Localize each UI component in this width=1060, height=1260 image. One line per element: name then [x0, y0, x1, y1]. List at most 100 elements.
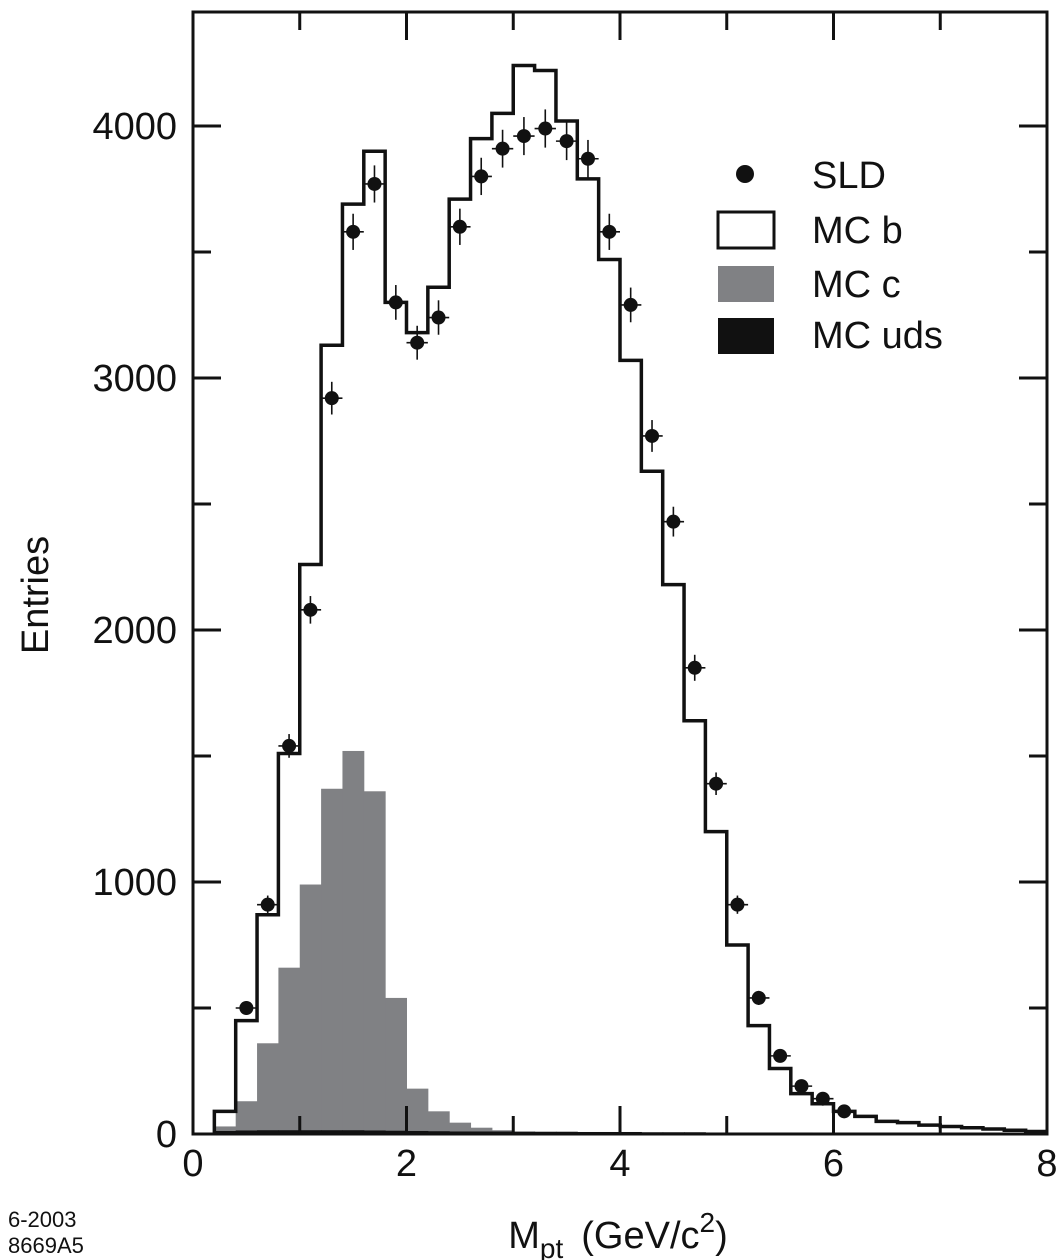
- sld-marker: [730, 897, 745, 912]
- sld-data-point: [299, 596, 322, 624]
- mc-c-bar: [406, 1088, 429, 1134]
- sld-data-point: [363, 165, 386, 203]
- sld-marker: [516, 129, 531, 144]
- sld-data-point: [235, 1001, 258, 1015]
- x-axis-label-unit-sup: 2: [700, 1207, 716, 1238]
- sld-data-point: [427, 300, 450, 335]
- sld-marker: [773, 1048, 788, 1063]
- mc-c-bar: [214, 1126, 237, 1134]
- mc-c-bar: [278, 967, 301, 1134]
- sld-data-point: [684, 654, 706, 681]
- legend-sld-label: SLD: [812, 155, 886, 197]
- mc-c-bar: [235, 1101, 258, 1134]
- sld-data-point: [321, 381, 343, 415]
- x-axis-label-unit: (GeV/c: [581, 1215, 699, 1257]
- mc-uds-bar: [342, 1130, 365, 1134]
- sld-data-point: [790, 1079, 813, 1094]
- mc-c-bar: [363, 791, 386, 1134]
- sld-marker: [239, 1001, 254, 1015]
- y-tick-label: 0: [156, 1114, 177, 1156]
- mc-uds-bar: [278, 1130, 301, 1134]
- sld-marker: [794, 1079, 809, 1094]
- sld-data-point: [257, 895, 279, 914]
- legend-mc-uds-swatch: [718, 318, 774, 354]
- x-tick-label: 2: [396, 1143, 417, 1185]
- sld-data-point: [406, 325, 428, 360]
- y-tick-label: 2000: [92, 610, 177, 652]
- sld-data-point: [534, 109, 556, 148]
- legend: SLD MC b MC c MC uds: [716, 155, 943, 357]
- x-tick-label: 0: [182, 1143, 203, 1185]
- legend-mc-b-swatch: [716, 210, 776, 250]
- sld-data-point: [342, 213, 364, 250]
- sld-marker: [388, 295, 403, 310]
- sld-data-point: [726, 895, 749, 914]
- sld-marker: [645, 428, 660, 443]
- tick-layer: 0 2 4 6 8 0 1000 2000 3000 4000: [92, 12, 1058, 1185]
- sld-marker: [431, 310, 446, 325]
- sld-marker: [538, 121, 553, 136]
- legend-mc-b-label: MC b: [812, 210, 903, 252]
- sld-marker: [282, 738, 297, 753]
- sld-data-point: [449, 208, 471, 245]
- sld-data-point: [769, 1048, 791, 1063]
- mc-uds-bar: [299, 1130, 322, 1134]
- y-axis-label: Entries: [15, 536, 57, 654]
- sld-marker: [687, 660, 702, 675]
- sld-marker: [559, 134, 574, 149]
- mc-c-bar: [427, 1111, 450, 1134]
- sld-marker: [474, 169, 489, 184]
- sld-marker: [666, 514, 681, 529]
- mc-c-bar: [385, 997, 407, 1134]
- sld-marker: [367, 176, 382, 191]
- mc-c-bar: [470, 1127, 493, 1134]
- x-tick-label: 6: [823, 1143, 844, 1185]
- sld-data-point: [470, 157, 492, 196]
- sld-marker: [580, 151, 595, 166]
- mc-uds-bar: [257, 1130, 279, 1134]
- legend-mc-c-label: MC c: [812, 264, 901, 306]
- sld-marker: [495, 141, 510, 156]
- mc-uds-bar: [321, 1130, 343, 1134]
- mc-c-bar: [257, 1043, 279, 1134]
- step-layer: [212, 63, 1047, 1134]
- y-tick-label: 1000: [92, 862, 177, 904]
- mc-uds-bar: [235, 1130, 258, 1134]
- x-tick-label: 4: [609, 1143, 630, 1185]
- sld-data-point: [598, 213, 620, 250]
- sld-data-point: [385, 285, 407, 320]
- sld-data-point: [491, 129, 514, 168]
- x-axis-label-unit-close: ): [715, 1215, 728, 1257]
- sld-data-point: [662, 506, 685, 537]
- sld-marker: [260, 897, 275, 912]
- mc-c-bar: [449, 1122, 472, 1134]
- y-tick-label: 4000: [92, 106, 177, 148]
- sld-data-point: [833, 1104, 855, 1119]
- legend-sld-marker: [736, 165, 754, 183]
- sld-marker: [623, 297, 638, 312]
- x-axis-label: Mpt (GeV/c2): [508, 1207, 728, 1260]
- sld-data-point: [513, 117, 535, 156]
- sld-marker: [346, 224, 361, 239]
- point-layer: [235, 109, 855, 1119]
- mc-uds-bar: [214, 1130, 237, 1134]
- sld-marker: [709, 776, 724, 791]
- sld-data-point: [278, 734, 300, 758]
- sld-data-point: [748, 990, 770, 1005]
- mc-uds-bar: [406, 1130, 429, 1134]
- sld-marker: [837, 1104, 852, 1119]
- legend-mc-uds-label: MC uds: [812, 315, 943, 357]
- sld-marker: [815, 1091, 830, 1106]
- mc-c-bar: [342, 750, 365, 1134]
- sld-marker: [452, 219, 467, 234]
- sld-marker: [324, 391, 339, 406]
- legend-mc-c-swatch: [718, 266, 774, 302]
- mc-c-bar: [299, 884, 322, 1134]
- figure-code: 8669A5: [8, 1233, 84, 1258]
- y-tick-label: 3000: [92, 358, 177, 400]
- fill-layer: [214, 750, 1048, 1134]
- x-axis-label-sub: pt: [540, 1233, 564, 1260]
- sld-data-point: [641, 420, 663, 452]
- sld-data-point: [620, 287, 642, 323]
- sld-data-point: [705, 772, 727, 795]
